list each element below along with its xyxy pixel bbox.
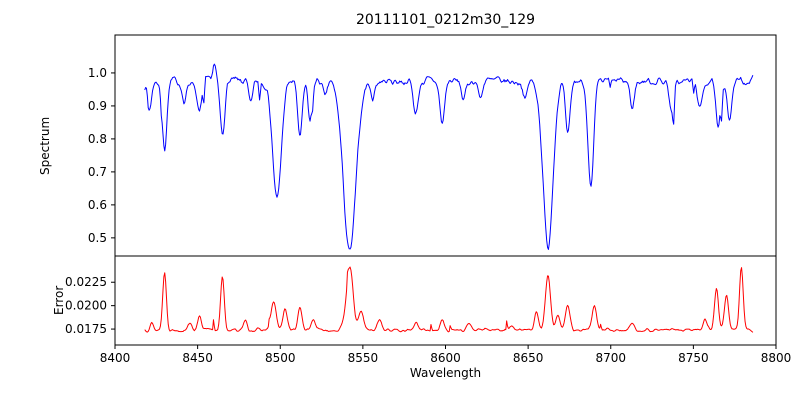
spectrum-y-tick-label: 0.6 bbox=[88, 198, 107, 212]
error-axes-box bbox=[114, 255, 777, 346]
spectrum-y-tick-label: 0.8 bbox=[88, 132, 107, 146]
x-tick-label: 8400 bbox=[100, 351, 131, 365]
plot-title: 20111101_0212m30_129 bbox=[355, 12, 536, 28]
error-y-axis-label: Error bbox=[52, 285, 66, 316]
spectrum-line bbox=[144, 63, 754, 250]
x-tick-label: 8750 bbox=[678, 351, 709, 365]
error-line bbox=[144, 266, 754, 333]
x-axis-label: Wavelength bbox=[409, 366, 482, 380]
x-tick-label: 8800 bbox=[761, 351, 792, 365]
error-y-tick-label: 0.0200 bbox=[65, 299, 107, 313]
x-tick-label: 8650 bbox=[513, 351, 544, 365]
error-y-tick-label: 0.0175 bbox=[65, 322, 107, 336]
spectrum-y-tick-label: 0.9 bbox=[88, 99, 107, 113]
spectrum-y-tick-label: 0.7 bbox=[88, 165, 107, 179]
spectrum-y-axis-label: Spectrum bbox=[38, 116, 52, 175]
x-tick-label: 8450 bbox=[182, 351, 213, 365]
spectrum-y-tick-label: 0.5 bbox=[88, 231, 107, 245]
spectrum-y-tick-label: 1.0 bbox=[88, 66, 107, 80]
spectrum-axes-box bbox=[114, 34, 777, 257]
x-tick-label: 8700 bbox=[595, 351, 626, 365]
error-y-tick-label: 0.0225 bbox=[65, 275, 107, 289]
x-tick-label: 8600 bbox=[430, 351, 461, 365]
x-tick-label: 8500 bbox=[265, 351, 296, 365]
x-tick-label: 8550 bbox=[348, 351, 379, 365]
